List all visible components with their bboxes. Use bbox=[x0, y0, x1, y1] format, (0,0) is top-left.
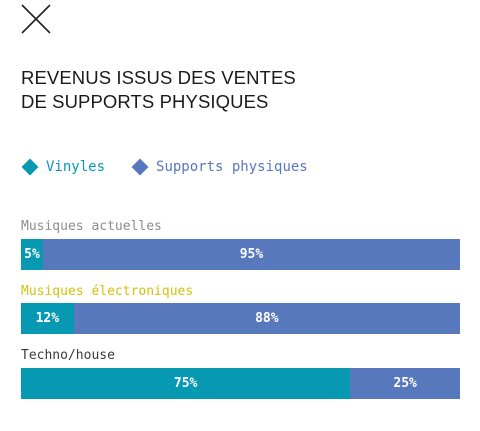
bar-segment-supports-physiques: 25% bbox=[350, 368, 460, 399]
bar-segment-vinyles: 5% bbox=[21, 239, 43, 270]
legend-label-vinyles: Vinyles bbox=[46, 159, 106, 175]
bar-segment-vinyles: 75% bbox=[21, 368, 351, 399]
diamond-icon bbox=[21, 158, 39, 176]
chart-title-line-1: REVENUS ISSUS DES VENTES bbox=[21, 67, 296, 88]
legend-item-supports-physiques: Supports physiques bbox=[131, 158, 308, 176]
category-label: Musiques électroniques bbox=[21, 284, 194, 299]
category-label: Techno/house bbox=[21, 348, 115, 363]
bar-segment-supports-physiques: 88% bbox=[73, 303, 460, 334]
data-label: 88% bbox=[255, 311, 279, 326]
stacked-bar: 12% 88% bbox=[21, 303, 460, 334]
legend-item-vinyles: Vinyles bbox=[21, 158, 106, 176]
data-label: 5% bbox=[24, 247, 40, 262]
stacked-bar: 75% 25% bbox=[21, 368, 460, 399]
data-label: 12% bbox=[35, 311, 60, 326]
close-icon[interactable] bbox=[21, 4, 51, 34]
stacked-bar: 5% 95% bbox=[21, 239, 460, 270]
category-label: Musiques actuelles bbox=[21, 219, 162, 234]
data-label: 25% bbox=[393, 376, 417, 391]
legend-label-supports-physiques: Supports physiques bbox=[156, 159, 308, 175]
legend: Vinyles Supports physiques bbox=[21, 156, 334, 178]
diamond-icon bbox=[131, 158, 149, 176]
bar-segment-supports-physiques: 95% bbox=[42, 239, 460, 270]
data-label: 95% bbox=[239, 247, 264, 262]
chart-title-line-2: DE SUPPORTS PHYSIQUES bbox=[21, 91, 269, 112]
chart-title: REVENUS ISSUS DES VENTES DE SUPPORTS PHY… bbox=[21, 66, 296, 114]
bar-segment-vinyles: 12% bbox=[21, 303, 74, 334]
data-label: 75% bbox=[173, 376, 198, 391]
